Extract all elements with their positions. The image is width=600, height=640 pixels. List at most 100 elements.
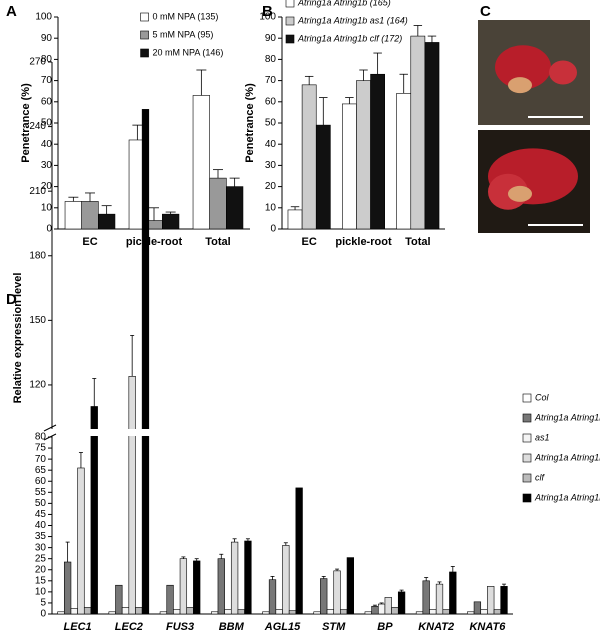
bar	[424, 42, 440, 230]
axis-break-gap	[46, 429, 513, 436]
bar	[288, 610, 297, 615]
bar	[108, 611, 116, 615]
bar	[449, 571, 457, 615]
bar	[410, 35, 426, 230]
y-tick-label: 45	[35, 509, 47, 520]
bar	[128, 376, 136, 615]
legend-swatch	[140, 12, 149, 22]
bar	[370, 73, 385, 230]
legend-label: as1	[535, 432, 550, 442]
photo-subject	[508, 77, 532, 94]
bar	[70, 608, 78, 615]
bar	[81, 201, 99, 230]
bar	[162, 213, 180, 230]
legend-swatch	[522, 413, 532, 423]
y-tick-label: 15	[35, 575, 47, 586]
bar	[275, 609, 283, 615]
y-tick-label: 80	[265, 54, 277, 65]
x-tick-label: EC	[302, 236, 317, 248]
y-tick-label: 120	[29, 380, 46, 391]
y-tick-label: 60	[35, 476, 47, 487]
y-tick-label: 240	[29, 121, 46, 132]
y-tick-label: 55	[35, 487, 47, 498]
bar	[63, 561, 72, 615]
legend-swatch	[522, 493, 532, 503]
legend-label: clf	[535, 472, 545, 482]
bar	[64, 201, 82, 230]
legend-label: 5 mM NPA (95)	[153, 29, 214, 39]
y-tick-label: 10	[35, 587, 47, 598]
x-tick-label: BP	[377, 621, 393, 633]
legend-swatch	[522, 453, 532, 463]
y-tick-label: 30	[35, 542, 47, 553]
panel-label: D	[6, 291, 17, 308]
bar	[166, 584, 174, 615]
bar	[179, 558, 188, 615]
axis-break-mark	[43, 433, 57, 441]
y-tick-label: 70	[41, 75, 53, 86]
y-tick-label: 60	[265, 96, 277, 107]
y-tick-label: 60	[41, 96, 53, 107]
bar	[487, 586, 495, 615]
y-tick-label: 30	[41, 160, 53, 171]
y-tick-label: 75	[35, 443, 47, 454]
bar	[83, 607, 92, 615]
legend-label: Atring1a Atring1b as1	[534, 452, 600, 462]
bar	[226, 186, 244, 230]
axis-break-mark	[43, 424, 57, 432]
x-tick-label: FUS3	[166, 621, 194, 633]
legend-label: Atring1a Atring1b clf	[534, 492, 600, 502]
photo-subject	[495, 45, 551, 90]
x-tick-label: pickle-root	[335, 236, 392, 248]
legend-label: Col	[535, 392, 550, 402]
y-tick-label: 10	[41, 202, 53, 213]
y-tick-label: 210	[29, 186, 46, 197]
bar	[377, 603, 386, 615]
photo-subject	[508, 185, 532, 202]
bar	[301, 84, 317, 230]
y-tick-label: 270	[29, 57, 46, 68]
y-tick-label: 80	[35, 432, 47, 443]
bar	[135, 607, 143, 615]
bar	[415, 611, 424, 615]
bar	[384, 597, 392, 615]
y-tick-label: 20	[41, 181, 53, 192]
y-tick-label: 50	[265, 118, 277, 129]
y-tick-label: 30	[265, 160, 277, 171]
legend-label: Atring1a Atring1b (165)	[297, 0, 391, 7]
y-tick-label: 100	[35, 12, 52, 23]
bar	[115, 584, 123, 615]
bar	[435, 583, 444, 615]
x-tick-label: KNAT6	[469, 621, 506, 633]
bar	[244, 540, 252, 615]
y-tick-label: 50	[41, 118, 53, 129]
bar	[211, 611, 219, 615]
y-tick-label: 0	[270, 224, 276, 235]
bar	[295, 487, 303, 615]
y-tick-label: 70	[265, 75, 277, 86]
y-tick-label: 180	[29, 250, 46, 261]
x-tick-label: AGL15	[264, 621, 301, 633]
bar	[326, 609, 335, 615]
x-tick-label: KNAT2	[418, 621, 454, 633]
y-axis-label: Penetrance (%)	[244, 83, 256, 163]
x-tick-label: pickle-root	[126, 236, 183, 248]
y-tick-label: 20	[35, 564, 47, 575]
y-tick-label: 0	[46, 224, 52, 235]
bar	[217, 558, 225, 615]
y-tick-label: 5	[40, 598, 46, 609]
bar	[90, 406, 98, 615]
panel-label: A	[6, 3, 17, 20]
bar	[467, 611, 475, 615]
y-tick-label: 35	[35, 531, 47, 542]
bar	[121, 607, 130, 615]
x-tick-label: Total	[405, 236, 430, 248]
legend-label: 0 mM NPA (135)	[153, 11, 219, 21]
x-tick-label: BBM	[219, 621, 245, 633]
bar	[186, 607, 194, 615]
bar	[422, 580, 430, 615]
bar	[493, 609, 502, 615]
bar	[364, 611, 372, 615]
bar	[98, 213, 116, 230]
